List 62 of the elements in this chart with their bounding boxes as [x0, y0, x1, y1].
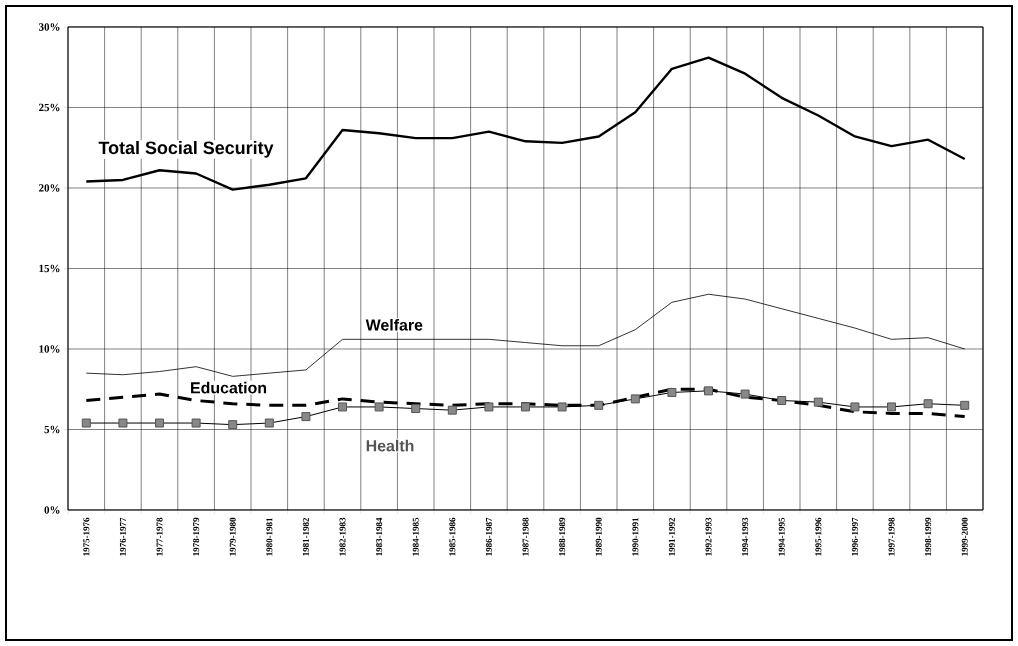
x-tick-label: 1982-1983 [339, 517, 346, 556]
y-tick-label: 15% [39, 264, 60, 273]
point [704, 386, 714, 396]
x-tick-label: 1988-1989 [559, 517, 566, 556]
series-label: Health [366, 439, 414, 452]
y-tick-label: 20% [39, 184, 60, 192]
x-tick-label: 1986-1987 [485, 517, 492, 556]
series-label: Education [191, 381, 267, 394]
x-tick-label: 1996-1997 [851, 517, 858, 556]
point [740, 389, 750, 399]
x-tick-label: 1984-1985 [412, 517, 419, 556]
point [630, 394, 640, 404]
point [887, 402, 897, 412]
y-tick-label: 10% [39, 345, 60, 353]
x-tick-label: 1980-1981 [266, 517, 273, 556]
x-tick-label: 1994-1993 [742, 517, 749, 556]
x-tick-label: 1981-1982 [302, 517, 309, 556]
point [850, 402, 860, 412]
point [777, 396, 787, 405]
x-tick-label: 1992-1993 [705, 517, 712, 556]
point [960, 400, 970, 410]
point [228, 420, 238, 430]
series-label: Total Social Security [98, 140, 274, 158]
point [447, 405, 457, 415]
point [155, 418, 165, 428]
x-tick-label: 1990-1991 [632, 517, 639, 556]
x-tick-label: 1997-1998 [888, 517, 895, 556]
point [813, 397, 823, 407]
point [374, 402, 384, 412]
x-tick-label: 1995-1996 [815, 517, 822, 556]
x-tick-label: 1983-1984 [376, 517, 383, 556]
x-tick-label: 1999-2000 [961, 517, 968, 556]
point [521, 402, 531, 412]
y-tick-label: 0% [44, 506, 60, 514]
point [191, 418, 201, 428]
point [557, 402, 567, 412]
x-tick-label: 1989-1990 [595, 517, 602, 556]
series-label: Welfare [365, 318, 423, 331]
x-tick-label: 1998-1999 [925, 517, 932, 556]
x-tick-label: 1991-1992 [668, 517, 675, 556]
x-tick-label: 1985-1986 [449, 517, 456, 556]
x-tick-label: 1978-1979 [193, 517, 200, 556]
line-series [85, 56, 966, 191]
x-tick-label: 1979-1980 [229, 517, 236, 556]
x-tick-label: 1994-1995 [778, 517, 785, 556]
x-tick-label: 1977-1978 [156, 517, 163, 556]
y-tick-label: 5% [44, 425, 60, 434]
point [81, 418, 91, 428]
x-tick-label: 1987-1988 [522, 517, 529, 556]
point [594, 400, 604, 410]
point [118, 418, 128, 428]
point [264, 418, 274, 428]
y-tick-label: 30% [38, 23, 60, 31]
x-tick-label: 1976-1977 [119, 517, 126, 556]
point [411, 404, 421, 414]
x-tick-label: 1975-1976 [83, 517, 90, 556]
point [484, 402, 494, 412]
point [667, 387, 677, 397]
point [301, 412, 311, 422]
point [338, 402, 348, 412]
y-tick-label: 25% [39, 103, 60, 112]
point [923, 399, 933, 409]
